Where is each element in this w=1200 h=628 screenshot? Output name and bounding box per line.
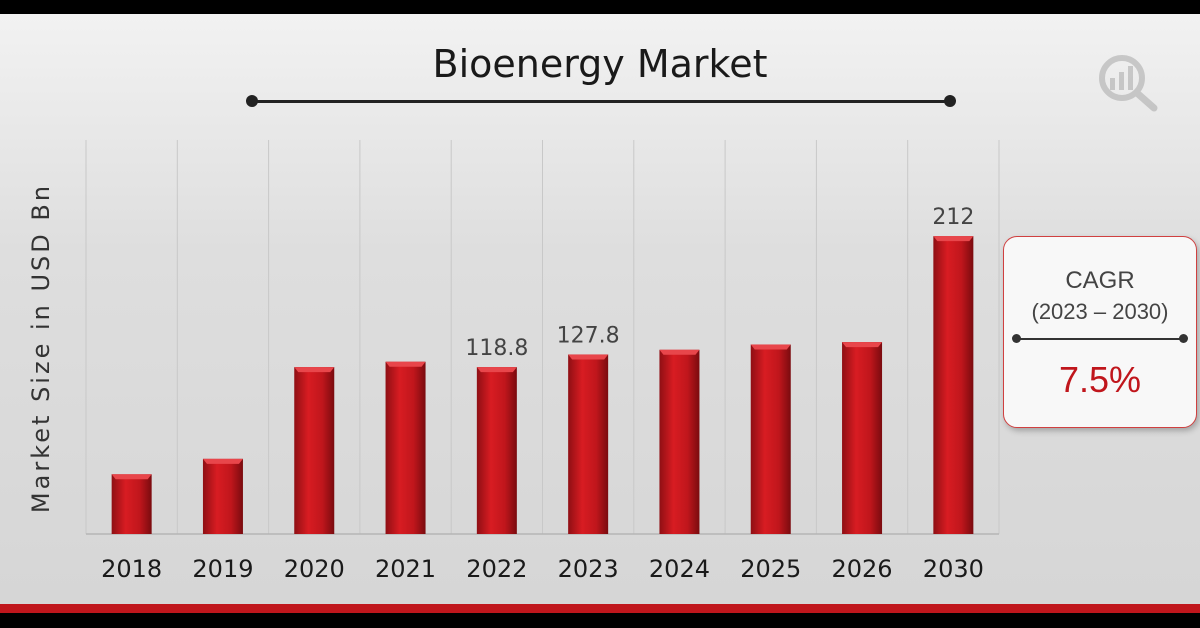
x-tick-label: 2025 (740, 555, 801, 583)
data-label-2022: 118.8 (465, 336, 528, 361)
cagr-divider-right-dot (1179, 334, 1188, 343)
bar-top-2021 (385, 361, 426, 367)
market-research-logo-icon (1099, 55, 1158, 112)
cagr-value: 7.5% (1058, 359, 1142, 400)
data-label-2023: 127.8 (557, 323, 620, 348)
bar-2023 (568, 354, 609, 534)
bar-chart: 2018 2019 2020 2021 2022 118.8 2023 127.8 2024 20… (85, 140, 1000, 583)
x-tick-label: 2022 (466, 555, 527, 583)
bar-2020 (294, 367, 335, 534)
chart-title: Bioenergy Market (432, 42, 768, 86)
chart-panel: Bioenergy Market Market Size in USD Bn 2… (0, 14, 1200, 606)
data-label-2030: 212 (932, 205, 974, 230)
x-tick-label: 2023 (558, 555, 619, 583)
bar-top-2025 (750, 344, 791, 350)
title-underline (252, 100, 952, 103)
bar-top-2020 (294, 367, 335, 373)
bar-2021 (385, 361, 426, 534)
cagr-divider (1016, 338, 1184, 340)
bar-2030 (933, 236, 974, 534)
bar-top-2022 (476, 367, 517, 373)
bar-2024 (659, 349, 700, 534)
x-tick-label: 2019 (192, 555, 253, 583)
bar-top-2018 (111, 474, 152, 480)
x-tick-label: 2030 (923, 555, 984, 583)
cagr-card: CAGR (2023 – 2030) 7.5% (1003, 236, 1197, 428)
bar-top-2026 (842, 342, 883, 348)
bar-2018 (111, 474, 152, 534)
bar-2022 (476, 367, 517, 534)
x-tick-label: 2018 (101, 555, 162, 583)
bar-2019 (202, 458, 243, 534)
bar-top-2030 (933, 236, 974, 242)
title-underline-left-dot (246, 95, 258, 107)
bar-2025 (750, 344, 791, 534)
bar-top-2024 (659, 349, 700, 355)
bottom-accent-bar (0, 604, 1200, 613)
bar-top-2023 (568, 354, 609, 360)
cagr-period: (2023 – 2030) (1031, 299, 1169, 324)
x-tick-label: 2020 (284, 555, 345, 583)
bar-top-2019 (202, 458, 243, 464)
bar-2026 (842, 342, 883, 534)
title-underline-right-dot (944, 95, 956, 107)
x-tick-label: 2024 (649, 555, 710, 583)
cagr-divider-left-dot (1012, 334, 1021, 343)
x-tick-label: 2026 (832, 555, 893, 583)
x-tick-label: 2021 (375, 555, 436, 583)
cagr-label: CAGR (1065, 267, 1135, 294)
